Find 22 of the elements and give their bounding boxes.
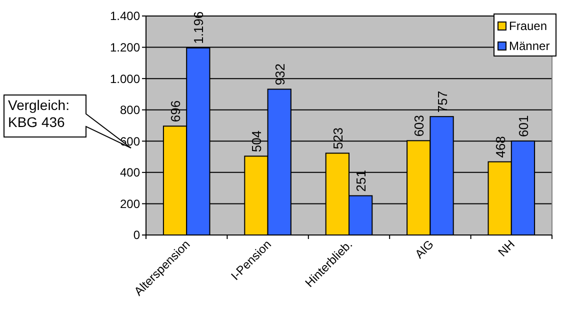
y-tick-label: 1.000: [110, 72, 140, 86]
legend-label: Männer: [509, 39, 550, 54]
data-label: 696: [168, 100, 184, 122]
data-label: 601: [516, 115, 531, 137]
data-label: 504: [249, 130, 264, 152]
data-label: 757: [434, 90, 450, 113]
data-label: 468: [492, 136, 508, 158]
y-tick-label: 1.400: [110, 9, 140, 24]
y-tick-label: 0: [133, 228, 140, 242]
x-tick-label: AlG: [412, 237, 436, 262]
y-tick-label: 800: [120, 103, 140, 118]
data-label: 1.196: [191, 11, 206, 44]
data-label: 251: [354, 170, 369, 192]
y-tick-label: 200: [120, 196, 140, 211]
data-label: 603: [412, 114, 427, 137]
data-label: 523: [330, 127, 346, 150]
data-label: 932: [272, 64, 288, 86]
text: Vergleich: KBG 436: [8, 97, 70, 130]
y-tick-label: 1.200: [110, 40, 140, 54]
x-tick-label: NH: [495, 237, 518, 260]
y-tick-label: 400: [120, 166, 140, 180]
legend-label: Frauen: [509, 19, 548, 34]
